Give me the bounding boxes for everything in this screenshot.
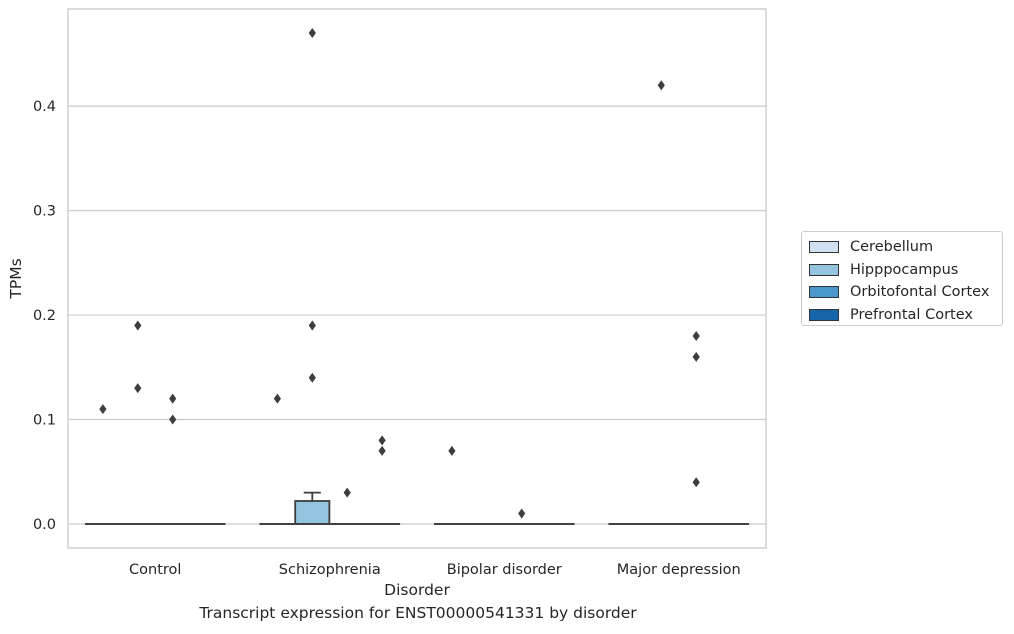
legend-label: Prefrontal Cortex <box>850 306 973 323</box>
outlier-point <box>169 414 177 425</box>
legend-swatch <box>809 308 839 321</box>
legend-item: Hipppocampus <box>802 259 1002 282</box>
legend-label: Cerebellum <box>850 239 934 256</box>
legend: Cerebellum Hipppocampus Orbitofontal Corte… <box>801 231 1003 326</box>
y-tick-label: 0.1 <box>33 413 56 429</box>
x-axis-label: Disorder <box>384 581 450 599</box>
box-layer <box>84 28 750 525</box>
outlier-point <box>308 320 316 331</box>
y-axis-label: TPMs <box>7 258 25 299</box>
outlier-point <box>308 28 316 39</box>
legend-swatch <box>809 286 839 299</box>
outlier-point <box>448 445 456 456</box>
y-tick-label: 0.4 <box>33 99 56 115</box>
legend-swatch <box>809 241 839 254</box>
outlier-point <box>308 372 316 383</box>
x-tick-label: Control <box>129 562 181 578</box>
outlier-point <box>657 80 665 91</box>
y-tick-label: 0.3 <box>33 204 56 220</box>
outlier-point <box>273 393 281 404</box>
x-tick-label: Bipolar disorder <box>447 562 562 578</box>
outlier-point <box>692 330 700 341</box>
outlier-point <box>378 435 386 446</box>
outlier-point <box>134 320 142 331</box>
grid-lines <box>68 105 766 525</box>
y-tick-label: 0.2 <box>33 308 56 324</box>
box <box>294 500 331 525</box>
x-tick-label: Major depression <box>617 562 741 578</box>
legend-label: Hipppocampus <box>850 261 959 278</box>
outlier-point <box>692 351 700 362</box>
outlier-point <box>99 404 107 415</box>
axis-layer: 0.0 0.1 0.2 0.3 0.4 Control Schizophrenia Bipol… <box>7 8 767 599</box>
outlier-point <box>169 393 177 404</box>
y-tick-label: 0.0 <box>33 517 56 533</box>
outlier-point <box>692 477 700 488</box>
outlier-point <box>343 487 351 498</box>
legend-label: Orbitofontal Cortex <box>850 284 990 301</box>
outlier-point <box>134 383 142 394</box>
legend-item: Orbitofontal Cortex <box>802 281 1002 304</box>
legend-item: Cerebellum <box>802 236 1002 259</box>
x-tick-label: Schizophrenia <box>279 562 381 578</box>
legend-item: Prefrontal Cortex <box>802 304 1002 327</box>
outlier-point <box>378 445 386 456</box>
legend-swatch <box>809 263 839 276</box>
plot-frame <box>67 8 767 549</box>
outlier-point <box>518 508 526 519</box>
chart-caption: Transcript expression for ENST0000054133… <box>199 604 637 622</box>
